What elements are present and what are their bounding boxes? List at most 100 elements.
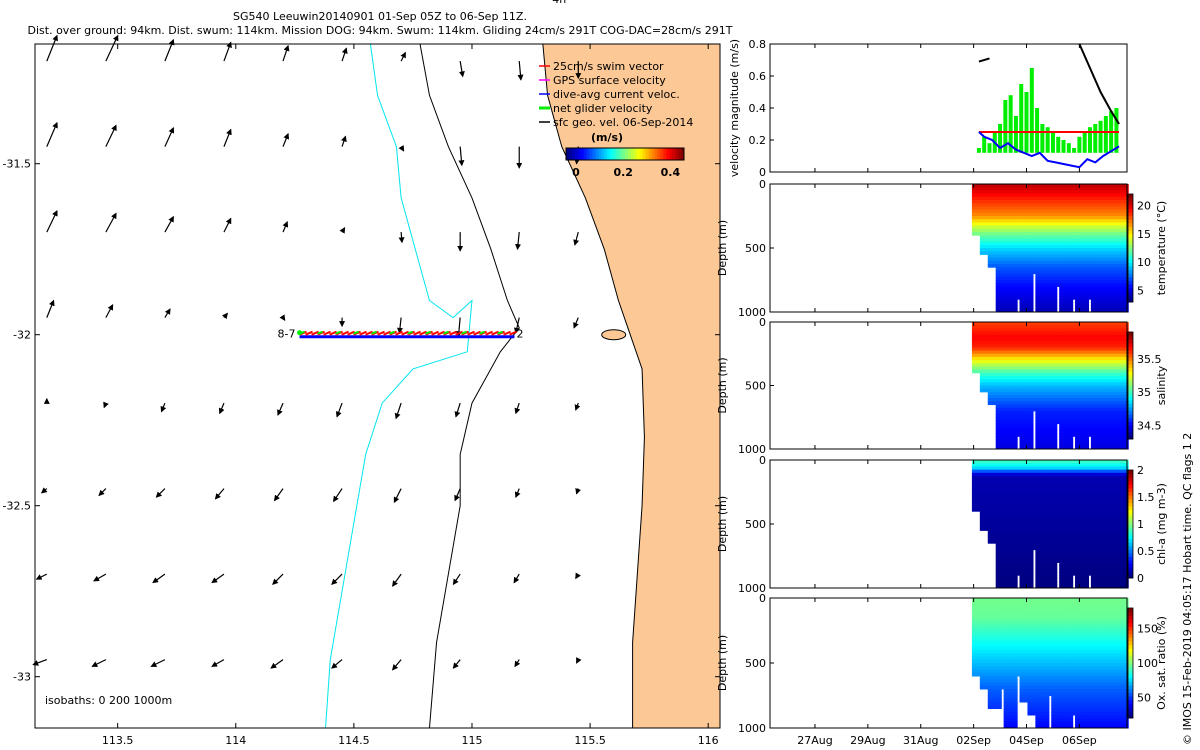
profile-cell	[987, 637, 1002, 641]
profile-cell	[1098, 251, 1113, 255]
profile-cell	[1051, 184, 1066, 188]
profile-cell	[1035, 479, 1050, 483]
profile-colorbar-segment	[1128, 251, 1133, 256]
swim-vector	[503, 330, 511, 336]
profile-cell	[1027, 341, 1042, 345]
swim-vector	[467, 330, 475, 336]
profile-cell	[1043, 630, 1058, 635]
profile-cell	[1082, 549, 1097, 554]
profile-cell	[987, 375, 1002, 380]
current-vector-arrow	[164, 126, 175, 147]
profile-cell	[1075, 546, 1090, 551]
profile-cell	[1098, 601, 1113, 605]
profile-cell	[1051, 530, 1066, 535]
profile-cell	[1090, 511, 1105, 515]
profile-cell	[1098, 715, 1113, 719]
profile-cell	[1027, 350, 1042, 355]
profile-cell	[1019, 552, 1034, 557]
profile-cell	[1035, 614, 1050, 618]
profile-colorbar-label: salinity	[1155, 365, 1168, 405]
profile-cell	[1098, 366, 1113, 371]
profile-cell	[1075, 562, 1090, 567]
profile-cell	[987, 328, 1002, 333]
profile-cell	[1051, 611, 1066, 615]
profile-cell	[1106, 209, 1121, 214]
profile-colorbar-segment	[1128, 335, 1133, 340]
profile-cell	[1114, 508, 1129, 512]
profile-cell	[1106, 611, 1121, 615]
colorbar-segment	[613, 148, 617, 160]
profile-cell	[1106, 472, 1121, 477]
profile-cell	[1003, 385, 1018, 390]
profile-cell	[1011, 598, 1026, 602]
net-velocity-bar	[1061, 140, 1066, 153]
profile-cell	[1082, 617, 1097, 622]
profile-cell	[1027, 395, 1042, 399]
profile-cell	[1067, 331, 1082, 336]
profile-cell	[979, 331, 994, 336]
velocity-y-tick-label: 0.2	[749, 134, 767, 147]
profile-cell	[1090, 350, 1105, 355]
profile-cell	[1011, 533, 1026, 538]
profile-cell	[1075, 514, 1090, 519]
profile-cell	[1003, 650, 1018, 654]
profile-cell	[1098, 308, 1113, 313]
profile-cell	[1067, 363, 1082, 367]
profile-cell	[1098, 270, 1113, 275]
profile-cell	[1082, 498, 1097, 503]
profile-cell	[1011, 395, 1026, 399]
profile-cell	[1027, 524, 1042, 528]
profile-cell	[1035, 251, 1050, 255]
profile-cell	[1114, 328, 1129, 333]
profile-cell	[979, 232, 994, 236]
profile-cell	[1098, 517, 1113, 522]
profile-cell	[1027, 219, 1042, 223]
profile-colorbar-segment	[1128, 222, 1133, 227]
profile-cell	[995, 283, 1010, 287]
profile-cell	[987, 627, 1002, 631]
depth-y-label: Depth (m)	[716, 357, 729, 413]
profile-cell	[1019, 363, 1034, 367]
profile-cell	[979, 666, 994, 670]
profile-cell	[971, 620, 986, 625]
profile-cell	[1051, 241, 1066, 246]
profile-cell	[971, 353, 986, 358]
profile-cell	[1067, 627, 1082, 631]
profile-cell	[1098, 296, 1113, 300]
profile-cell	[1098, 562, 1113, 567]
profile-cell	[1027, 624, 1042, 628]
profile-cell	[1035, 350, 1050, 355]
profile-cell	[1106, 347, 1121, 352]
profile-cell	[1003, 350, 1018, 355]
profile-cell	[1035, 228, 1050, 233]
profile-cell	[979, 620, 994, 625]
profile-cell	[1035, 627, 1050, 631]
profile-cell	[1051, 209, 1066, 214]
profile-cell	[1075, 653, 1090, 657]
profile-cell	[1106, 391, 1121, 396]
profile-cell	[1114, 565, 1129, 570]
colorbar-segment	[619, 148, 623, 160]
profile-cell	[1067, 270, 1082, 275]
profile-cell	[1106, 669, 1121, 674]
profile-cell	[1114, 385, 1129, 390]
profile-cell	[1082, 476, 1097, 480]
profile-cell	[1035, 238, 1050, 243]
profile-cell	[1003, 511, 1018, 515]
profile-colorbar-tick-label: 35	[1137, 386, 1151, 399]
profile-cell	[1059, 267, 1074, 271]
profile-cell	[1059, 423, 1074, 428]
profile-cell	[1098, 442, 1113, 447]
profile-cell	[979, 485, 994, 490]
profile-cell	[1075, 401, 1090, 406]
profile-cell	[1019, 341, 1034, 345]
profile-cell	[1043, 222, 1058, 227]
profile-cell	[987, 460, 1002, 464]
profile-cell	[1003, 627, 1018, 631]
profile-cell	[1043, 663, 1058, 667]
profile-cell	[1051, 517, 1066, 522]
profile-cell	[1114, 423, 1129, 428]
profile-cell	[1059, 248, 1074, 252]
profile-cell	[1059, 559, 1074, 563]
profile-cell	[995, 270, 1010, 275]
